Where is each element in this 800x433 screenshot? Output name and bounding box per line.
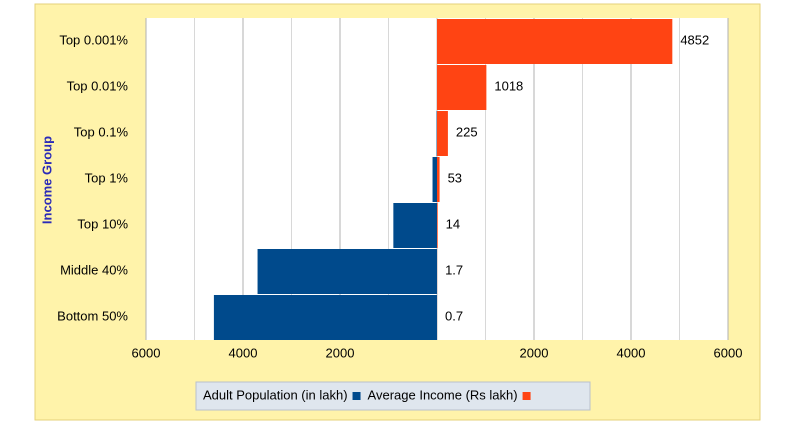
y-tick-label: Top 10% [77, 216, 128, 231]
bar [437, 203, 438, 248]
data-label: 1.7 [445, 262, 463, 277]
bar [257, 249, 437, 294]
y-tick-label: Middle 40% [60, 262, 128, 277]
y-tick-label: Top 0.01% [67, 78, 129, 93]
x-tick-label: 2000 [520, 345, 549, 360]
x-tick-label: 4000 [617, 345, 646, 360]
y-axis-label: Income Group [39, 136, 54, 224]
legend-swatch [522, 392, 531, 400]
data-label: 53 [448, 170, 462, 185]
bar [213, 295, 437, 340]
x-tick-label: 4000 [229, 345, 258, 360]
data-label: 1018 [494, 78, 523, 93]
legend-swatch [352, 392, 361, 400]
data-label: 0.7 [445, 308, 463, 323]
legend: Adult Population (in lakh) Average Income… [195, 381, 591, 411]
bar [437, 157, 440, 202]
y-tick-label: Top 0.001% [59, 32, 128, 47]
data-label: 225 [456, 124, 478, 139]
data-label: 14 [446, 216, 460, 231]
bar [432, 157, 437, 202]
x-tick-label: 2000 [326, 345, 355, 360]
y-tick-label: Bottom 50% [57, 308, 128, 323]
bar [437, 111, 448, 156]
x-tick-label: 6000 [714, 345, 743, 360]
legend-label: Average Income (Rs lakh) [368, 387, 518, 402]
legend-label: Adult Population (in lakh) [203, 387, 348, 402]
x-tick-label: 6000 [132, 345, 161, 360]
bar [437, 19, 673, 64]
y-tick-label: Top 0.1% [74, 124, 129, 139]
bar [437, 65, 487, 110]
data-label: 4852 [680, 32, 709, 47]
y-tick-label: Top 1% [85, 170, 129, 185]
bar [393, 203, 437, 248]
